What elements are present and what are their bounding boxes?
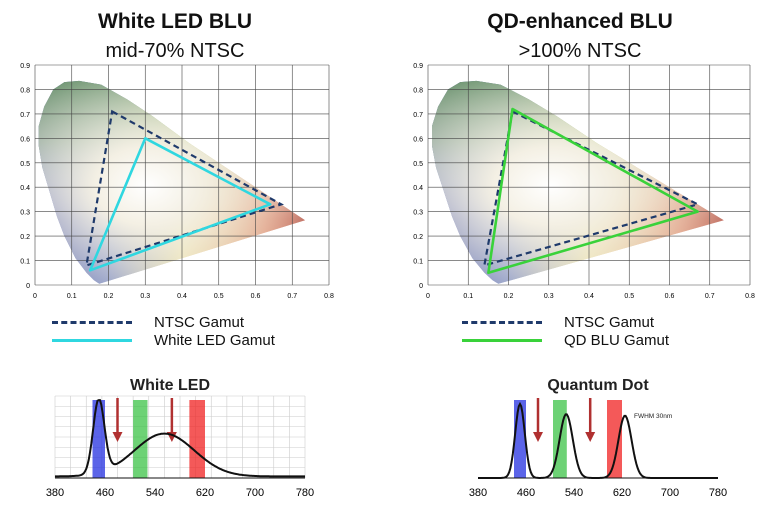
blue-filter-band [92, 400, 105, 478]
red-filter-band [189, 400, 205, 478]
x-tick-label: 780 [709, 487, 727, 499]
x-tick-label: 0.7 [705, 293, 715, 300]
y-tick-label: 0.7 [20, 112, 30, 119]
y-tick-label: 0 [26, 283, 30, 290]
y-tick-label: 0.2 [413, 234, 423, 241]
x-tick-label: 620 [613, 487, 631, 499]
left-title: White LED BLU [98, 10, 252, 33]
arrow-head [585, 432, 596, 442]
x-tick-label: 0.8 [324, 293, 334, 300]
left-legend: NTSC Gamut White LED Gamut [52, 313, 275, 349]
arrow-head [533, 432, 543, 442]
x-tick-label: 0.4 [584, 293, 594, 300]
cie-diagram-right: 0 0.1 0.2 0.3 0.4 0.5 0.6 0.7 0.8 0 0.1 0.2 0.3 0.4 0.… [413, 63, 755, 300]
legend-label: NTSC Gamut [154, 313, 245, 331]
x-tick-label: 460 [517, 487, 535, 499]
y-tick-label: 0.1 [413, 259, 423, 266]
x-tick-label: 0.6 [665, 293, 675, 300]
legend-item-gamut: QD BLU Gamut [462, 331, 669, 349]
x-tick-label: 620 [196, 487, 214, 499]
y-tick-label: 0.8 [413, 87, 423, 94]
solid-line-swatch [52, 338, 132, 342]
y-tick-label: 0.9 [20, 63, 30, 70]
x-tick-label: 0.5 [214, 293, 224, 300]
left-subtitle: mid-70% NTSC [105, 40, 245, 62]
y-tick-label: 0.4 [20, 185, 30, 192]
solid-line-swatch [462, 338, 542, 342]
legend-label: NTSC Gamut [564, 313, 655, 331]
x-tick-label: 0.7 [287, 293, 297, 300]
y-tick-label: 0.1 [20, 259, 30, 266]
arrow-head [112, 432, 123, 442]
spectrum-title: White LED [130, 377, 210, 394]
y-tick-label: 0.5 [413, 161, 423, 168]
x-tick-label: 0.4 [177, 293, 187, 300]
x-tick-label: 0.5 [624, 293, 634, 300]
x-tick-label: 0.2 [104, 293, 114, 300]
x-tick-label: 380 [46, 487, 64, 499]
green-filter-band [133, 400, 148, 478]
x-tick-label: 380 [469, 487, 487, 499]
x-tick-label: 0.6 [251, 293, 261, 300]
dashed-line-swatch [462, 320, 542, 324]
y-tick-label: 0.5 [20, 161, 30, 168]
y-tick-label: 0.6 [20, 136, 30, 143]
x-tick-label: 0.2 [504, 293, 514, 300]
x-tick-label: 0.1 [463, 293, 473, 300]
y-tick-label: 0 [419, 283, 423, 290]
spectrum-chart-left: 380 460 540 620 700 780 White LED [46, 377, 314, 499]
y-tick-label: 0.3 [413, 210, 423, 217]
right-subtitle: >100% NTSC [518, 40, 642, 62]
x-tick-label: 0 [33, 293, 37, 300]
blue-filter-band [514, 400, 526, 478]
legend-item-gamut: White LED Gamut [52, 331, 275, 349]
fwhm-annotation: FWHM 30nm [634, 413, 672, 420]
display-gamut-triangle [88, 137, 272, 272]
legend-item-ntsc: NTSC Gamut [462, 313, 669, 331]
x-tick-label: 0.8 [745, 293, 755, 300]
x-tick-label: 0 [426, 293, 430, 300]
cie-diagram-left: 0 0.1 0.2 0.3 0.4 0.5 0.6 0.7 0.8 0 0.1 0.2 0.3 0.4 0.… [20, 63, 334, 300]
x-tick-label: 700 [661, 487, 679, 499]
y-tick-label: 0.9 [413, 63, 423, 70]
x-tick-label: 540 [565, 487, 583, 499]
legend-label: White LED Gamut [154, 331, 275, 349]
y-tick-label: 0.3 [20, 210, 30, 217]
dashed-line-swatch [52, 320, 132, 324]
legend-label: QD BLU Gamut [564, 331, 670, 349]
spectrum-chart-right: 380 460 540 620 700 780 Quantum Dot FWHM 30nm [469, 377, 727, 499]
x-tick-label: 0.3 [544, 293, 554, 300]
y-tick-label: 0.7 [413, 112, 423, 119]
y-tick-label: 0.2 [20, 234, 30, 241]
right-title: QD-enhanced BLU [487, 10, 673, 33]
x-tick-label: 0.1 [67, 293, 77, 300]
display-gamut-triangle [487, 107, 699, 275]
right-legend: NTSC Gamut QD BLU Gamut [462, 313, 669, 349]
y-tick-label: 0.4 [413, 185, 423, 192]
legend-item-ntsc: NTSC Gamut [52, 313, 275, 331]
x-tick-label: 460 [96, 487, 114, 499]
x-tick-label: 780 [296, 487, 314, 499]
spectrum-curve [55, 399, 305, 478]
y-tick-label: 0.6 [413, 136, 423, 143]
ntsc-gamut-triangle [482, 109, 701, 267]
x-tick-label: 700 [246, 487, 264, 499]
y-tick-label: 0.8 [20, 87, 30, 94]
spectrum-title: Quantum Dot [547, 377, 649, 394]
x-tick-label: 0.3 [140, 293, 150, 300]
red-filter-band [607, 400, 622, 478]
x-tick-label: 540 [146, 487, 164, 499]
